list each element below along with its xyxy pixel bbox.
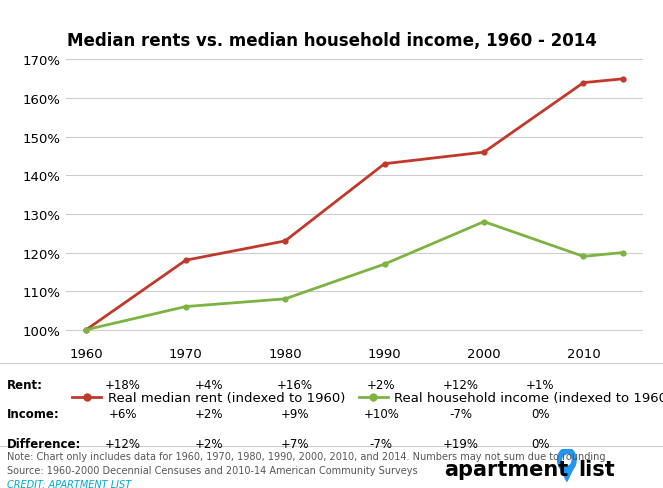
- Text: +19%: +19%: [443, 437, 479, 450]
- Text: Income:: Income:: [7, 407, 60, 421]
- Text: +7%: +7%: [281, 437, 309, 450]
- Text: +2%: +2%: [195, 407, 223, 421]
- Text: +9%: +9%: [281, 407, 309, 421]
- Text: Median rents vs. median household income, 1960 - 2014: Median rents vs. median household income…: [66, 32, 597, 50]
- Text: +1%: +1%: [526, 378, 554, 391]
- Text: +12%: +12%: [105, 437, 141, 450]
- Text: +12%: +12%: [443, 378, 479, 391]
- Text: Note: Chart only includes data for 1960, 1970, 1980, 1990, 2000, 2010, and 2014.: Note: Chart only includes data for 1960,…: [7, 451, 605, 474]
- Circle shape: [558, 448, 576, 472]
- Legend: Real median rent (indexed to 1960), Real household income (indexed to 1960): Real median rent (indexed to 1960), Real…: [67, 386, 663, 410]
- Text: -7%: -7%: [370, 437, 392, 450]
- Text: 0%: 0%: [531, 437, 550, 450]
- Text: list: list: [578, 460, 615, 479]
- Text: +16%: +16%: [277, 378, 313, 391]
- Circle shape: [563, 455, 571, 465]
- Text: +18%: +18%: [105, 378, 141, 391]
- Text: apartment: apartment: [444, 460, 568, 479]
- Text: Difference:: Difference:: [7, 437, 81, 450]
- Text: +4%: +4%: [195, 378, 223, 391]
- Text: +6%: +6%: [109, 407, 137, 421]
- Text: +10%: +10%: [363, 407, 399, 421]
- Text: +2%: +2%: [367, 378, 395, 391]
- Text: -7%: -7%: [450, 407, 472, 421]
- Text: CREDIT: APARTMENT LIST: CREDIT: APARTMENT LIST: [7, 479, 131, 488]
- Text: +2%: +2%: [195, 437, 223, 450]
- Text: 0%: 0%: [531, 407, 550, 421]
- Polygon shape: [560, 468, 573, 481]
- Text: Rent:: Rent:: [7, 378, 42, 391]
